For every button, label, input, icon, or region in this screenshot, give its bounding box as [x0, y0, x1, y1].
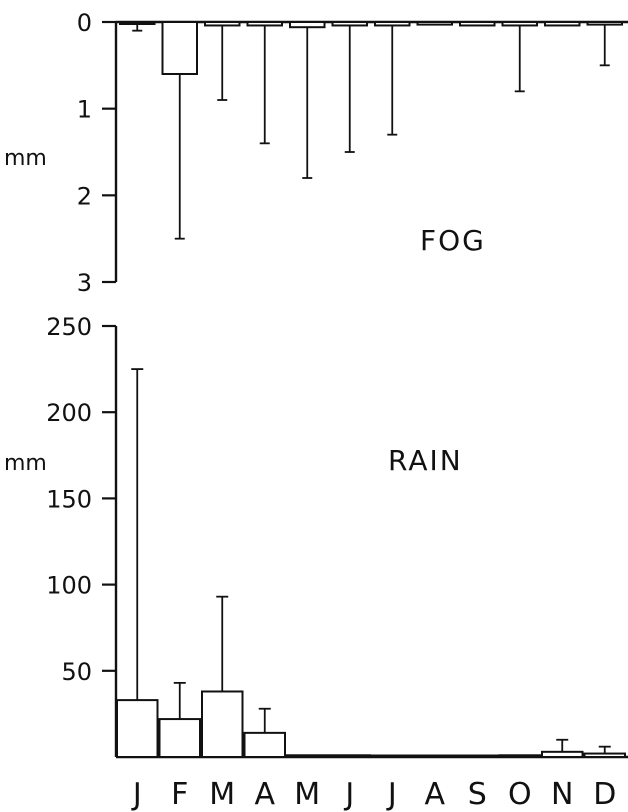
- fog-ylabel: mm: [4, 146, 47, 171]
- rain-ytick-label: 50: [61, 658, 92, 686]
- rain-bar: [158, 718, 201, 759]
- rain-bar: [201, 690, 244, 758]
- month-label: M: [294, 777, 320, 812]
- fog-bar: [586, 21, 623, 26]
- fog-bar: [161, 21, 198, 75]
- month-label: J: [386, 777, 397, 812]
- rain-ytick-label: 150: [46, 485, 92, 513]
- fog-ytick-label: 0: [77, 9, 92, 37]
- month-label: S: [468, 777, 487, 812]
- month-label: N: [551, 777, 573, 812]
- rain-bar: [371, 754, 414, 758]
- month-label: A: [254, 777, 275, 812]
- rain-bar: [243, 731, 286, 759]
- rain-bar: [498, 754, 541, 759]
- month-label: O: [508, 777, 532, 812]
- month-label: F: [171, 777, 188, 812]
- rain-bar: [286, 754, 329, 759]
- rain-title: RAIN: [388, 444, 463, 477]
- month-label: A: [424, 777, 445, 812]
- fog-bar: [416, 21, 453, 26]
- fog-bar: [331, 21, 368, 27]
- month-label: J: [343, 777, 354, 812]
- fog-ytick-label: 2: [77, 182, 92, 210]
- fog-bar: [501, 21, 538, 27]
- rain-bar: [413, 754, 456, 758]
- rain-bar: [456, 754, 499, 758]
- fog-title: FOG: [420, 224, 486, 257]
- month-label: J: [131, 777, 142, 812]
- rain-panel: mm RAIN 50 100 150 200 250: [4, 313, 628, 759]
- rain-ytick-label: 100: [46, 572, 92, 600]
- rain-ytick-label: 250: [46, 313, 92, 341]
- rain-bar: [541, 750, 584, 759]
- fog-bar: [246, 21, 283, 27]
- rain-bar: [116, 699, 159, 758]
- fog-bar: [374, 21, 411, 27]
- fog-bar: [544, 21, 581, 27]
- fog-bar: [204, 21, 241, 27]
- fog-ytick-label: 1: [77, 96, 92, 124]
- rain-bar: [583, 752, 626, 759]
- month-label: D: [593, 777, 616, 812]
- rain-bar: [328, 754, 371, 759]
- rain-ylabel: mm: [4, 451, 47, 476]
- fog-bar: [459, 21, 496, 27]
- month-label: M: [209, 777, 235, 812]
- fog-panel: mm FOG 0 1 2 3: [4, 9, 628, 297]
- fog-bar: [289, 21, 326, 29]
- fog-ytick-label: 3: [77, 269, 92, 297]
- rain-ytick-label: 200: [46, 399, 92, 427]
- fog-bar: [119, 21, 156, 25]
